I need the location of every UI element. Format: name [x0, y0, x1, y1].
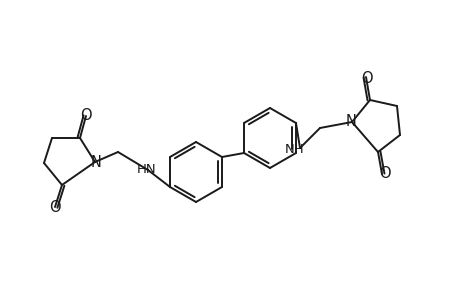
Text: O: O — [360, 70, 372, 86]
Text: O: O — [378, 166, 390, 181]
Text: N: N — [90, 154, 101, 169]
Text: O: O — [49, 200, 61, 215]
Text: O: O — [80, 107, 92, 122]
Text: NH: NH — [285, 142, 304, 155]
Text: N: N — [345, 113, 356, 128]
Text: HN: HN — [137, 163, 157, 176]
